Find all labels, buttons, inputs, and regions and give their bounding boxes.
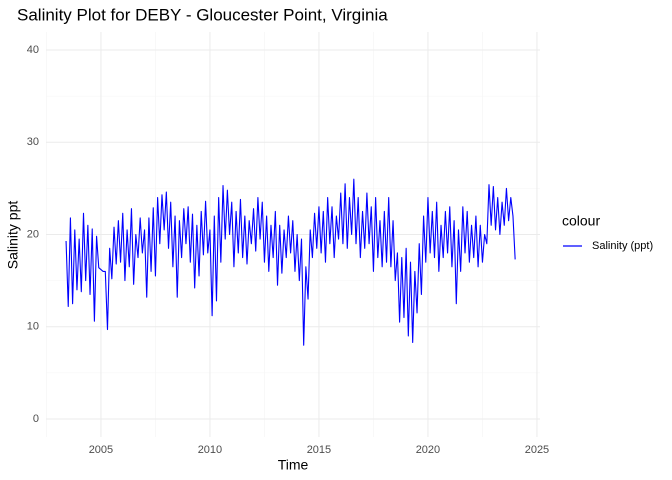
y-tick-label: 0 (33, 413, 39, 425)
x-tick-label: 2025 (525, 444, 549, 456)
y-tick-label: 10 (27, 321, 39, 333)
y-tick-label: 30 (27, 136, 39, 148)
grid: 2005 2010 2015 2020 2025 0 10 20 30 40 (27, 32, 549, 456)
x-tick-label: 2005 (89, 444, 113, 456)
chart-title: Salinity Plot for DEBY - Gloucester Poin… (17, 5, 388, 24)
y-axis-label: Salinity ppt (5, 201, 21, 270)
data-line (65, 178, 516, 346)
x-tick-label: 2015 (307, 444, 331, 456)
x-tick-label: 2010 (198, 444, 222, 456)
x-axis-label: Time (278, 457, 309, 473)
x-tick-label: 2020 (416, 444, 440, 456)
legend-label: Salinity (ppt) (592, 240, 653, 252)
legend-title: colour (562, 213, 600, 229)
legend: Salinity (ppt) (563, 240, 653, 252)
plot-area (65, 178, 516, 346)
y-tick-label: 20 (27, 228, 39, 240)
y-tick-label: 40 (27, 44, 39, 56)
